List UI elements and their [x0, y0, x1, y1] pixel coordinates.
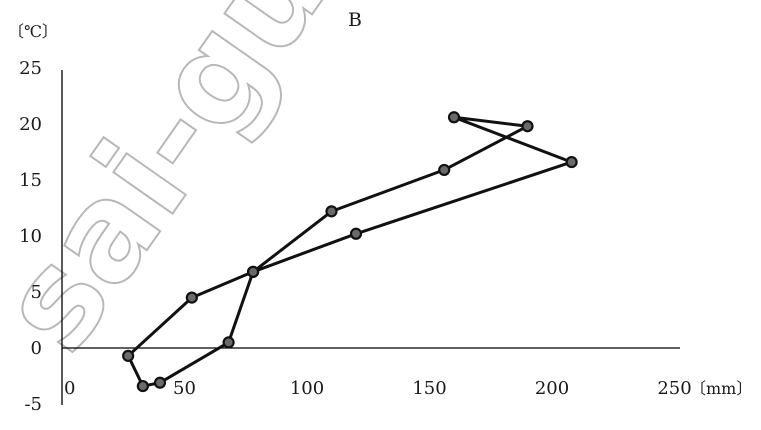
y-tick-label: 10	[19, 226, 42, 247]
series	[122, 111, 578, 393]
data-point	[349, 227, 363, 240]
data-point	[222, 336, 235, 349]
x-tick-label: 0	[64, 378, 75, 399]
data-point	[438, 163, 451, 177]
x-tick-label: 100	[290, 378, 324, 399]
y-tick-label: 20	[19, 114, 42, 135]
y-tick-label: 15	[19, 170, 42, 191]
data-point	[122, 349, 135, 362]
y-tick-label: 0	[31, 338, 42, 359]
data-point	[521, 120, 534, 133]
data-point	[565, 155, 578, 169]
data-point	[447, 111, 461, 124]
y-tick-label: 25	[19, 58, 42, 79]
x-tick-label: 200	[535, 378, 569, 399]
x-tick-label: 150	[412, 378, 446, 399]
data-point	[325, 205, 338, 218]
y-tick-label: 5	[31, 282, 42, 303]
y-tick-labels: -5 0 5 10 15 20 25	[19, 58, 42, 415]
data-point	[247, 265, 260, 278]
chart-title: B	[348, 9, 362, 31]
data-point	[185, 291, 198, 304]
x-tick-labels: 0 50 100 150 200 250	[64, 378, 692, 399]
x-axis-label: 〔mm〕	[690, 379, 752, 398]
series-line	[126, 115, 574, 388]
y-tick-label: -5	[24, 394, 42, 415]
data-point	[153, 376, 167, 389]
y-axis-label: 〔℃〕	[8, 22, 58, 41]
x-tick-label: 50	[173, 378, 196, 399]
x-tick-label: 250	[657, 378, 691, 399]
data-point	[136, 379, 149, 393]
